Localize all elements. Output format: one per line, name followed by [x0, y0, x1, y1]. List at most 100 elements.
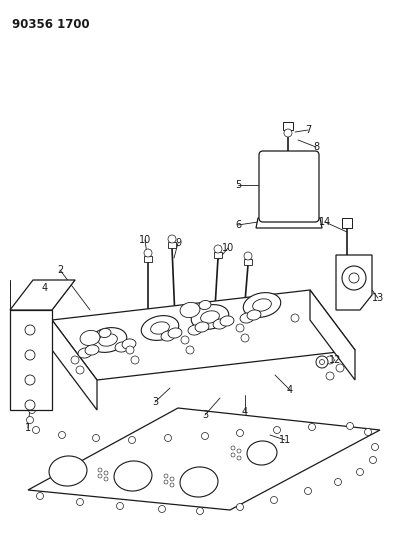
- Text: 3: 3: [152, 397, 158, 407]
- Circle shape: [104, 471, 108, 475]
- Ellipse shape: [188, 325, 202, 335]
- Circle shape: [231, 453, 235, 457]
- Ellipse shape: [240, 313, 254, 323]
- Circle shape: [98, 474, 102, 478]
- Text: 7: 7: [305, 125, 311, 135]
- Ellipse shape: [49, 456, 87, 486]
- Circle shape: [164, 480, 168, 484]
- Polygon shape: [336, 255, 372, 310]
- Circle shape: [71, 356, 79, 364]
- Circle shape: [231, 446, 235, 450]
- Ellipse shape: [141, 316, 179, 341]
- Ellipse shape: [199, 301, 211, 310]
- Text: 11: 11: [279, 435, 291, 445]
- Circle shape: [244, 252, 252, 260]
- Circle shape: [76, 498, 84, 505]
- Circle shape: [284, 129, 292, 137]
- Circle shape: [164, 434, 172, 441]
- Polygon shape: [10, 280, 75, 310]
- Ellipse shape: [150, 322, 170, 334]
- Circle shape: [186, 346, 194, 354]
- Circle shape: [104, 477, 108, 481]
- Ellipse shape: [78, 348, 92, 358]
- Ellipse shape: [80, 330, 100, 345]
- Circle shape: [59, 432, 66, 439]
- Circle shape: [371, 443, 378, 450]
- Text: 4: 4: [287, 385, 293, 395]
- Circle shape: [98, 468, 102, 472]
- FancyBboxPatch shape: [283, 122, 293, 130]
- Circle shape: [320, 359, 324, 365]
- Circle shape: [27, 416, 33, 424]
- Circle shape: [126, 346, 134, 354]
- Circle shape: [131, 356, 139, 364]
- Circle shape: [236, 504, 244, 511]
- Circle shape: [164, 474, 168, 478]
- Circle shape: [236, 430, 244, 437]
- Polygon shape: [28, 408, 380, 510]
- Ellipse shape: [201, 311, 219, 323]
- Circle shape: [170, 483, 174, 487]
- Circle shape: [129, 437, 135, 443]
- Text: 10: 10: [222, 243, 234, 253]
- Circle shape: [349, 273, 359, 283]
- Circle shape: [334, 479, 341, 486]
- Circle shape: [37, 492, 43, 499]
- Circle shape: [197, 507, 203, 514]
- Ellipse shape: [195, 322, 209, 332]
- Circle shape: [369, 456, 377, 464]
- Circle shape: [236, 324, 244, 332]
- Ellipse shape: [213, 319, 227, 329]
- Polygon shape: [256, 218, 322, 228]
- Ellipse shape: [180, 302, 200, 318]
- Text: 8: 8: [313, 142, 319, 152]
- Circle shape: [117, 503, 123, 510]
- Circle shape: [273, 426, 281, 433]
- Circle shape: [347, 423, 353, 430]
- FancyBboxPatch shape: [244, 259, 252, 265]
- Circle shape: [326, 372, 334, 380]
- Circle shape: [237, 456, 241, 460]
- Circle shape: [25, 325, 35, 335]
- Circle shape: [201, 432, 209, 440]
- Ellipse shape: [243, 293, 281, 317]
- FancyBboxPatch shape: [168, 242, 176, 248]
- Ellipse shape: [122, 339, 136, 349]
- Circle shape: [237, 449, 241, 453]
- Text: 5: 5: [235, 180, 241, 190]
- Text: 9: 9: [175, 238, 181, 248]
- Ellipse shape: [161, 331, 175, 341]
- Circle shape: [25, 400, 35, 410]
- Text: 10: 10: [139, 235, 151, 245]
- Text: 3: 3: [202, 410, 208, 420]
- FancyBboxPatch shape: [342, 218, 352, 228]
- Text: 12: 12: [329, 355, 341, 365]
- Ellipse shape: [85, 345, 99, 355]
- Ellipse shape: [247, 441, 277, 465]
- Circle shape: [304, 488, 312, 495]
- Ellipse shape: [191, 305, 229, 329]
- Circle shape: [29, 407, 35, 414]
- Circle shape: [214, 245, 222, 253]
- Polygon shape: [52, 290, 355, 380]
- Ellipse shape: [115, 342, 129, 352]
- Polygon shape: [310, 290, 355, 380]
- Text: 6: 6: [235, 220, 241, 230]
- Circle shape: [25, 350, 35, 360]
- Circle shape: [33, 426, 39, 433]
- FancyBboxPatch shape: [144, 256, 152, 262]
- Text: 90356 1700: 90356 1700: [12, 18, 90, 31]
- Ellipse shape: [220, 316, 234, 326]
- Circle shape: [158, 505, 166, 513]
- Circle shape: [241, 334, 249, 342]
- Ellipse shape: [99, 334, 117, 346]
- Circle shape: [168, 235, 176, 243]
- Circle shape: [181, 336, 189, 344]
- Polygon shape: [52, 320, 97, 410]
- Circle shape: [92, 434, 100, 441]
- Circle shape: [342, 266, 366, 290]
- FancyBboxPatch shape: [214, 252, 222, 258]
- Polygon shape: [10, 310, 52, 410]
- Ellipse shape: [247, 310, 261, 320]
- Circle shape: [35, 400, 41, 407]
